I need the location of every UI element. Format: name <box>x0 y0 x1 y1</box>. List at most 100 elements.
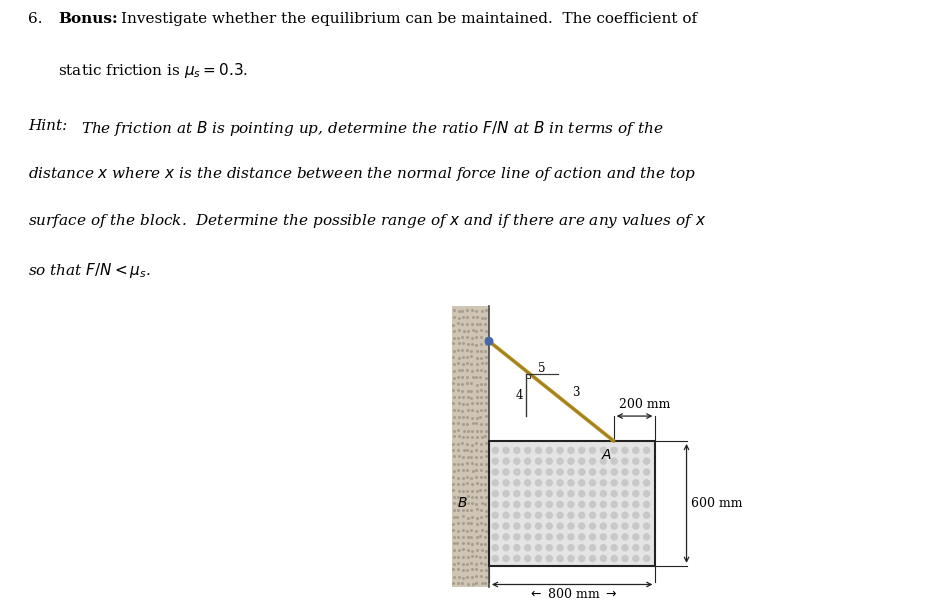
Circle shape <box>632 522 640 530</box>
Circle shape <box>589 479 596 487</box>
Circle shape <box>567 469 574 476</box>
Circle shape <box>556 469 564 476</box>
Circle shape <box>611 458 618 465</box>
Circle shape <box>567 522 574 530</box>
Circle shape <box>567 544 574 551</box>
Circle shape <box>513 490 520 497</box>
Circle shape <box>502 544 510 551</box>
Circle shape <box>567 500 574 508</box>
Circle shape <box>491 479 499 487</box>
Circle shape <box>513 479 520 487</box>
Text: $\leftarrow$ 800 mm $\rightarrow$: $\leftarrow$ 800 mm $\rightarrow$ <box>528 587 617 601</box>
Circle shape <box>524 490 532 497</box>
Circle shape <box>632 447 640 454</box>
Circle shape <box>491 469 499 476</box>
Circle shape <box>491 447 499 454</box>
Circle shape <box>589 555 596 562</box>
Circle shape <box>524 544 532 551</box>
Circle shape <box>578 458 586 465</box>
Circle shape <box>621 447 629 454</box>
Circle shape <box>567 458 574 465</box>
Circle shape <box>545 447 553 454</box>
Circle shape <box>545 500 553 508</box>
Text: surface of the block.  Determine the possible range of $x$ and if there are any : surface of the block. Determine the poss… <box>28 212 706 230</box>
Circle shape <box>589 511 596 519</box>
Circle shape <box>513 544 520 551</box>
Circle shape <box>600 447 607 454</box>
Circle shape <box>589 458 596 465</box>
Circle shape <box>632 533 640 541</box>
Circle shape <box>632 469 640 476</box>
Circle shape <box>611 490 618 497</box>
Circle shape <box>491 533 499 541</box>
Circle shape <box>556 533 564 541</box>
Circle shape <box>545 555 553 562</box>
Circle shape <box>513 511 520 519</box>
Circle shape <box>643 533 650 541</box>
Circle shape <box>600 490 607 497</box>
Circle shape <box>513 522 520 530</box>
Circle shape <box>611 447 618 454</box>
Circle shape <box>535 511 542 519</box>
Circle shape <box>643 479 650 487</box>
Circle shape <box>632 500 640 508</box>
Text: so that $F/N < \mu_s$.: so that $F/N < \mu_s$. <box>28 260 152 280</box>
Circle shape <box>578 533 586 541</box>
Circle shape <box>621 500 629 508</box>
Circle shape <box>567 490 574 497</box>
Circle shape <box>545 544 553 551</box>
Circle shape <box>643 511 650 519</box>
Text: 6.: 6. <box>28 12 43 26</box>
Circle shape <box>600 522 607 530</box>
Text: 4: 4 <box>516 389 523 402</box>
Circle shape <box>621 469 629 476</box>
Text: The friction at $B$ is pointing up, determine the ratio $F/N$ at $B$ in terms of: The friction at $B$ is pointing up, dete… <box>82 119 664 137</box>
Circle shape <box>535 479 542 487</box>
Text: $A$: $A$ <box>601 448 612 463</box>
Circle shape <box>578 544 586 551</box>
Circle shape <box>632 511 640 519</box>
Circle shape <box>600 458 607 465</box>
Circle shape <box>632 555 640 562</box>
Circle shape <box>535 469 542 476</box>
Circle shape <box>578 490 586 497</box>
Circle shape <box>643 522 650 530</box>
Circle shape <box>524 555 532 562</box>
Circle shape <box>502 555 510 562</box>
Circle shape <box>545 479 553 487</box>
Circle shape <box>513 555 520 562</box>
Circle shape <box>556 490 564 497</box>
Bar <box>489 441 655 566</box>
Circle shape <box>600 544 607 551</box>
Circle shape <box>524 469 532 476</box>
Circle shape <box>502 447 510 454</box>
Text: $B$: $B$ <box>457 496 467 510</box>
Circle shape <box>491 511 499 519</box>
Circle shape <box>524 458 532 465</box>
Circle shape <box>621 511 629 519</box>
Circle shape <box>556 522 564 530</box>
Circle shape <box>632 544 640 551</box>
Circle shape <box>556 479 564 487</box>
Circle shape <box>524 447 532 454</box>
Circle shape <box>491 500 499 508</box>
Circle shape <box>643 544 650 551</box>
Circle shape <box>502 500 510 508</box>
Circle shape <box>589 490 596 497</box>
Circle shape <box>578 522 586 530</box>
Circle shape <box>621 490 629 497</box>
Circle shape <box>502 469 510 476</box>
Circle shape <box>545 533 553 541</box>
Circle shape <box>567 555 574 562</box>
Circle shape <box>643 469 650 476</box>
Circle shape <box>545 458 553 465</box>
Circle shape <box>600 479 607 487</box>
Circle shape <box>556 500 564 508</box>
Circle shape <box>567 447 574 454</box>
Circle shape <box>611 544 618 551</box>
Text: distance $x$ where $x$ is the distance between the normal force line of action a: distance $x$ where $x$ is the distance b… <box>28 165 697 183</box>
Circle shape <box>556 544 564 551</box>
Circle shape <box>632 479 640 487</box>
Circle shape <box>589 447 596 454</box>
Circle shape <box>578 469 586 476</box>
